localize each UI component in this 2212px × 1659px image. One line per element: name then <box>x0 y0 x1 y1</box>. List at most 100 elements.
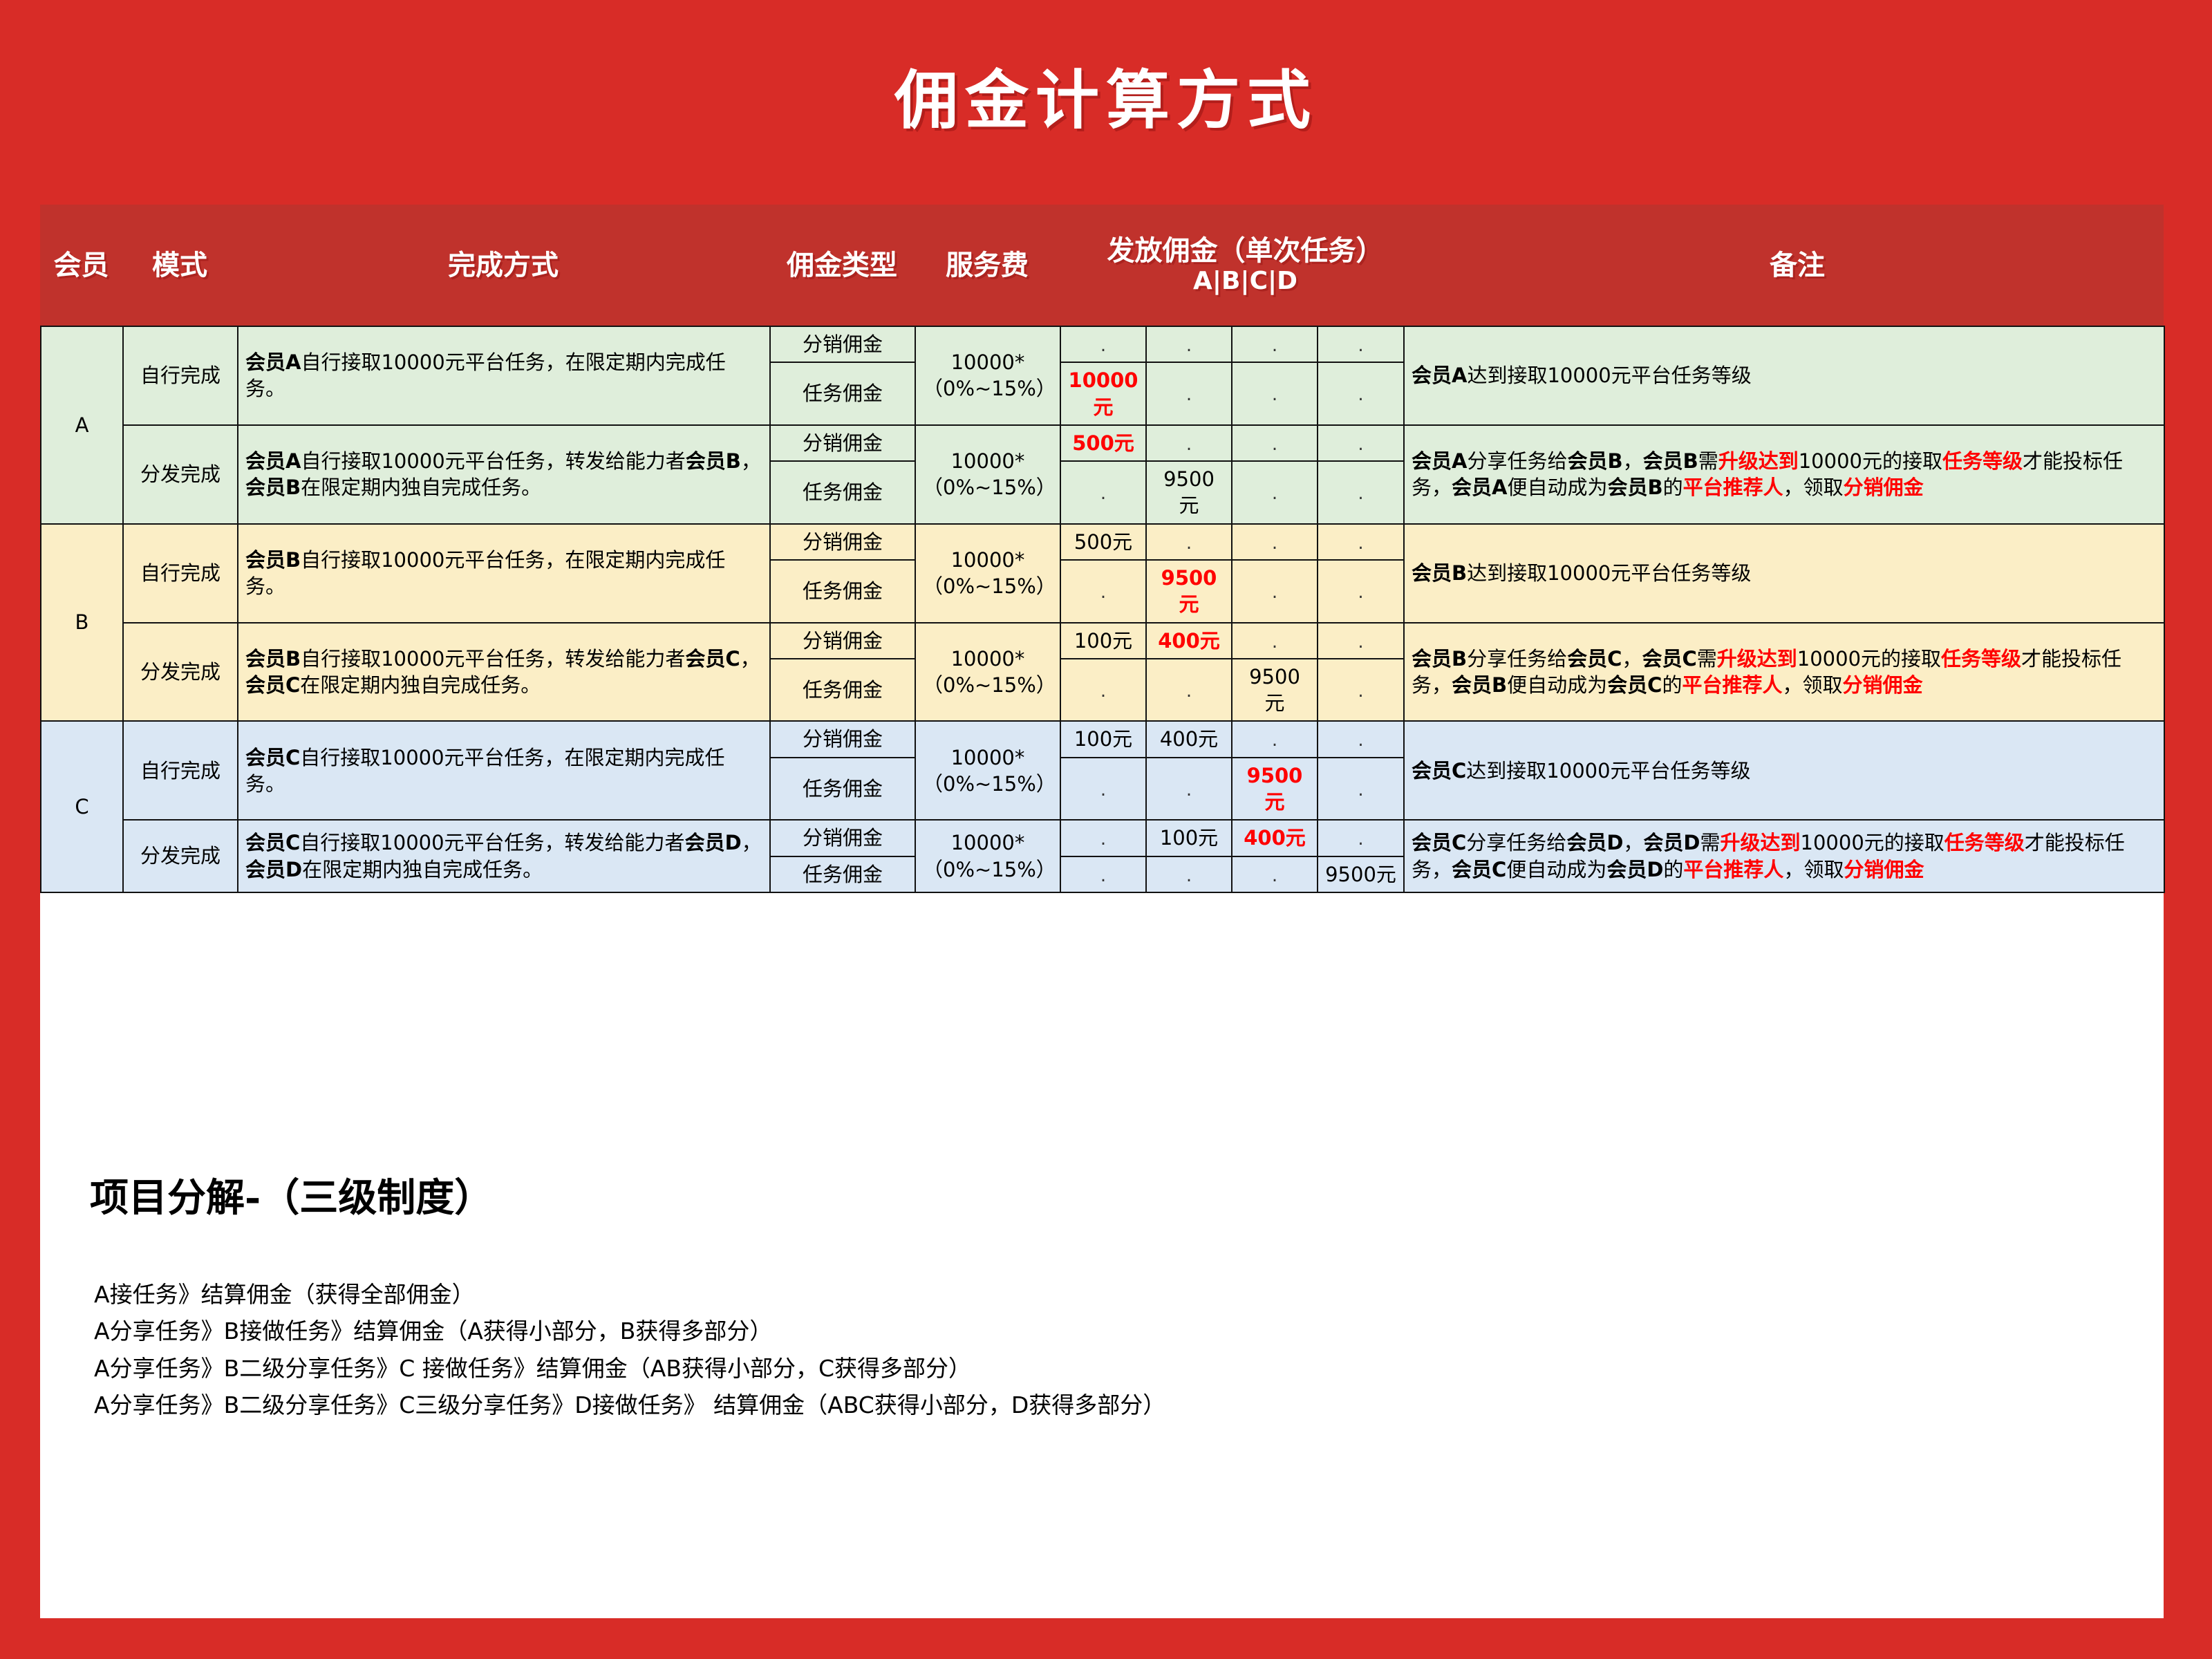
footer-section-title: 项目分解-（三级制度） <box>90 1175 494 1221</box>
payout-cell-D: . <box>1317 362 1405 426</box>
header-payout: 发放佣金（单次任务） A|B|C|D <box>1060 205 1431 326</box>
payout-cell-C: . <box>1231 621 1318 659</box>
footer-line-3: A分享任务》B二级分享任务》C 接做任务》结算佣金（AB获得小部分，C获得多部分… <box>94 1354 972 1382</box>
payout-cell-D: . <box>1317 621 1405 659</box>
member-cell: A <box>40 326 124 525</box>
table-row: 任务佣金.. 9500元. <box>41 756 2164 821</box>
payout-cell-B: 9500元 <box>1145 559 1232 624</box>
payout-cell-B: . <box>1145 756 1232 821</box>
commission-type-cell: 分销佣金 <box>769 621 916 659</box>
payout-cell-A: . <box>1060 559 1147 624</box>
payout-cell-C: 9500元 <box>1231 756 1318 821</box>
table-row: 任务佣金 10000元... <box>41 362 2164 426</box>
commission-type-cell: 任务佣金 <box>769 756 916 821</box>
payout-cell-B: . <box>1145 657 1232 722</box>
service-fee-cell: 10000* （0%~15%） <box>915 720 1061 821</box>
payout-cell-B: . <box>1145 855 1232 893</box>
payout-cell-B: . <box>1145 325 1232 364</box>
method-cell: 会员A自行接取10000元平台任务，转发给能力者会员B，会员B在限定期内独自完成… <box>237 424 771 525</box>
table-row: 分发完成 会员C自行接取10000元平台任务，转发给能力者会员D，会员D在限定期内… <box>41 819 2165 893</box>
payout-cell-A: . <box>1060 325 1147 364</box>
header-commission-type: 佣金类型 <box>787 249 897 281</box>
payout-cell-D: . <box>1317 819 1405 857</box>
payout-cell-A: 100元 <box>1060 621 1147 659</box>
payout-cell-C: . <box>1231 720 1318 758</box>
method-cell: 会员A自行接取10000元平台任务，在限定期内完成任务。 <box>237 326 771 426</box>
table-row: 任务佣金. 9500元.. <box>41 460 2164 525</box>
payout-cell-A: . <box>1060 460 1147 525</box>
note-cell: 会员C分享任务给会员D，会员D需升级达到10000元的接取任务等级才能投标任务，… <box>1403 819 2165 893</box>
footer-flow-lines: A接任务》结算佣金（获得全部佣金） A分享任务》B接做任务》结算佣金（A获得小部分… <box>94 1276 1165 1424</box>
mode-cell: 分发完成 <box>122 424 238 525</box>
header-service-fee: 服务费 <box>946 249 1029 281</box>
payout-cell-A: . <box>1060 819 1147 857</box>
method-cell: 会员C自行接取10000元平台任务，转发给能力者会员D，会员D在限定期内独自完成… <box>237 819 771 893</box>
service-fee-cell: 10000* （0%~15%） <box>915 424 1061 525</box>
table-row: C 自行完成 会员C自行接取10000元平台任务，在限定期内完成任务。 分销佣金 100… <box>40 720 2165 893</box>
payout-cell-B: 400元 <box>1145 720 1232 758</box>
payout-cell-C: . <box>1231 325 1318 364</box>
service-fee-cell: 10000* （0%~15%） <box>915 621 1061 722</box>
commission-type-cell: 任务佣金 <box>769 559 916 624</box>
commission-type-cell: 任务佣金 <box>769 460 916 525</box>
payout-cell-D: . <box>1317 756 1405 821</box>
header-method: 完成方式 <box>448 249 559 281</box>
payout-cell-D: . <box>1317 460 1405 525</box>
footer-line-2: A分享任务》B接做任务》结算佣金（A获得小部分，B获得多部分） <box>94 1318 773 1345</box>
table-row: 任务佣金... 9500元 <box>41 855 2164 893</box>
mode-cell: 分发完成 <box>122 621 238 722</box>
commission-type-cell: 分销佣金 <box>769 819 916 857</box>
commission-type-cell: 分销佣金 <box>769 720 916 758</box>
payout-cell-B: . <box>1145 424 1232 462</box>
mode-cell: 自行完成 <box>122 720 238 821</box>
payout-cell-C: 9500元 <box>1231 657 1318 722</box>
method-cell: 会员B自行接取10000元平台任务，在限定期内完成任务。 <box>237 523 771 624</box>
payout-cell-D: . <box>1317 720 1405 758</box>
payout-cell-C: 400元 <box>1231 819 1318 857</box>
payout-cell-B: . <box>1145 523 1232 561</box>
payout-cell-D: . <box>1317 657 1405 722</box>
table-row: 分发完成 会员B自行接取10000元平台任务，转发给能力者会员C，会员C在限定期内… <box>41 621 2165 722</box>
payout-cell-C: . <box>1231 855 1318 893</box>
mode-cell: 自行完成 <box>122 326 238 426</box>
table-row: 任务佣金. 9500元.. <box>41 559 2164 624</box>
table-row: 分发完成 会员A自行接取10000元平台任务，转发给能力者会员B，会员B在限定期内… <box>41 424 2165 525</box>
table-row: A 自行完成 会员A自行接取10000元平台任务，在限定期内完成任务。 分销佣金 100… <box>40 325 2165 525</box>
payout-cell-C: . <box>1231 559 1318 624</box>
commission-table: A 自行完成 会员A自行接取10000元平台任务，在限定期内完成任务。 分销佣金 100… <box>40 325 2165 893</box>
header-note: 备注 <box>1770 249 1825 281</box>
payout-cell-D: . <box>1317 559 1405 624</box>
payout-cell-C: . <box>1231 523 1318 561</box>
commission-type-cell: 任务佣金 <box>769 855 916 893</box>
payout-cell-B: . <box>1145 362 1232 426</box>
payout-cell-A: 10000元 <box>1060 362 1147 426</box>
commission-type-cell: 分销佣金 <box>769 325 916 364</box>
payout-cell-B: 400元 <box>1145 621 1232 659</box>
payout-cell-C: . <box>1231 460 1318 525</box>
table-header-band: 会员 模式 完成方式 佣金类型 服务费 发放佣金（单次任务） A|B|C|D 备… <box>40 205 2164 326</box>
title-bar: 佣金计算方式 <box>0 0 2212 190</box>
payout-cell-B: 9500元 <box>1145 460 1232 525</box>
header-member: 会员 <box>53 249 109 281</box>
note-cell: 会员B达到接取10000元平台任务等级 <box>1403 523 2165 624</box>
payout-cell-D: . <box>1317 424 1405 462</box>
member-cell: C <box>40 720 124 893</box>
method-cell: 会员B自行接取10000元平台任务，转发给能力者会员C，会员C在限定期内独自完成… <box>237 621 771 722</box>
payout-cell-A: 500元 <box>1060 523 1147 561</box>
commission-type-cell: 任务佣金 <box>769 657 916 722</box>
payout-cell-D: 9500元 <box>1317 855 1405 893</box>
service-fee-cell: 10000* （0%~15%） <box>915 819 1061 893</box>
note-cell: 会员B分享任务给会员C，会员C需升级达到10000元的接取任务等级才能投标任务，… <box>1403 621 2165 722</box>
payout-cell-A: . <box>1060 756 1147 821</box>
page-title: 佣金计算方式 <box>894 64 1318 138</box>
note-cell: 会员A达到接取10000元平台任务等级 <box>1403 326 2165 426</box>
footer-panel: 项目分解-（三级制度） A接任务》结算佣金（获得全部佣金） A分享任务》B接做任务… <box>40 1087 2164 1618</box>
payout-cell-B: 100元 <box>1145 819 1232 857</box>
payout-cell-C: . <box>1231 424 1318 462</box>
header-mode: 模式 <box>152 249 207 281</box>
method-cell: 会员C自行接取10000元平台任务，在限定期内完成任务。 <box>237 720 771 821</box>
payout-cell-D: . <box>1317 523 1405 561</box>
table-row: B 自行完成 会员B自行接取10000元平台任务，在限定期内完成任务。 分销佣金 100… <box>40 523 2165 722</box>
payout-cell-A: 100元 <box>1060 720 1147 758</box>
